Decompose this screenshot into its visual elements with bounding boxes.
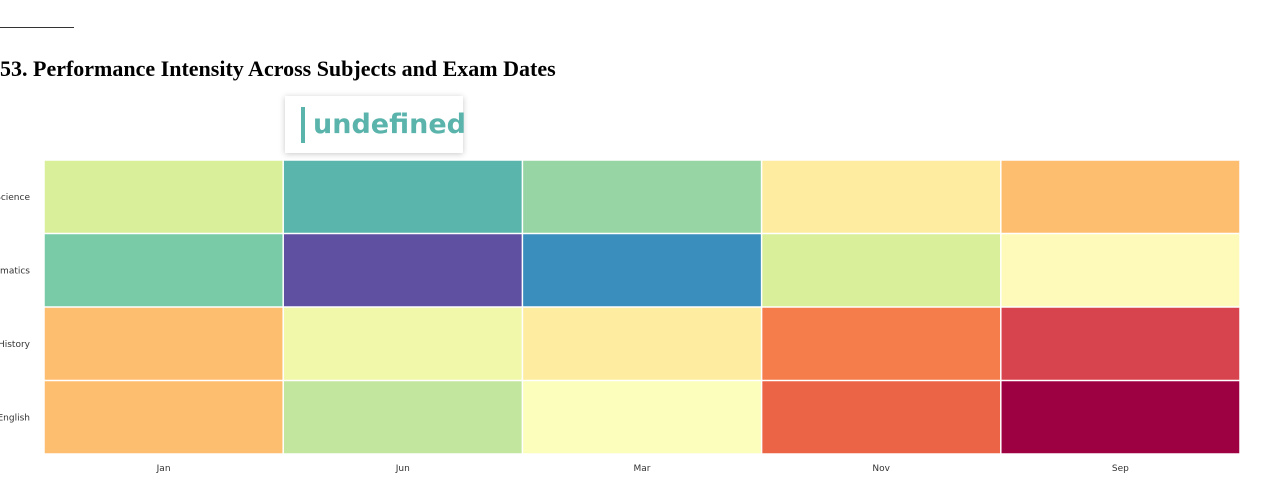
heatmap-cell-history-jan[interactable] [44, 307, 283, 380]
heatmap-cell-science-jun[interactable] [283, 160, 522, 233]
y-tick-label: English [0, 413, 30, 423]
x-tick-label: Sep [1112, 464, 1129, 474]
heatmap-cell-history-nov[interactable] [762, 307, 1001, 380]
heatmap-cell-science-sep[interactable] [1001, 160, 1240, 233]
heatmap-cell-mathematics-sep[interactable] [1001, 234, 1240, 307]
heatmap-cell-history-sep[interactable] [1001, 307, 1240, 380]
heatmap-cell-science-jan[interactable] [44, 160, 283, 233]
page-title: 53. Performance Intensity Across Subject… [0, 56, 556, 81]
tooltip: undefined [285, 96, 466, 153]
heatmap-cell-science-nov[interactable] [762, 160, 1001, 233]
x-tick-label: Jun [395, 464, 410, 474]
top-divider [0, 27, 74, 28]
heatmap-cell-history-mar[interactable] [523, 307, 761, 380]
tooltip-value: undefined [313, 109, 466, 140]
heatmap-cell-science-mar[interactable] [523, 160, 761, 233]
heatmap-cell-mathematics-jan[interactable] [44, 234, 283, 307]
heatmap-cell-history-jun[interactable] [283, 307, 522, 380]
heatmap-cell-english-sep[interactable] [1001, 381, 1240, 454]
x-tick-label: Mar [634, 464, 651, 474]
y-tick-label: History [0, 340, 31, 350]
x-tick-label: Nov [872, 464, 890, 474]
y-tick-label: Science [0, 193, 30, 203]
heatmap-cell-english-mar[interactable] [523, 381, 761, 454]
heatmap-cell-english-jun[interactable] [283, 381, 522, 454]
heatmap-cell-english-nov[interactable] [762, 381, 1001, 454]
heatmap-cell-english-jan[interactable] [44, 381, 283, 454]
x-tick-label: Jan [156, 464, 171, 474]
y-tick-label: matics [0, 266, 30, 276]
tooltip-accent-bar [301, 107, 305, 143]
heatmap-cell-mathematics-jun[interactable] [283, 234, 522, 307]
heatmap-cell-mathematics-nov[interactable] [762, 234, 1001, 307]
heatmap-cell-mathematics-mar[interactable] [523, 234, 761, 307]
